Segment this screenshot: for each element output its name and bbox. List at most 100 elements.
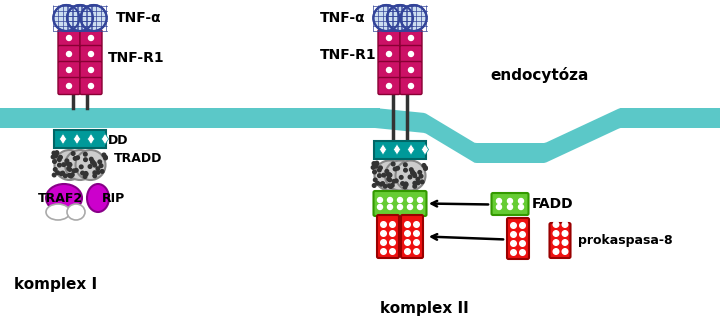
Circle shape	[410, 170, 414, 174]
Circle shape	[55, 150, 84, 180]
Circle shape	[553, 240, 559, 245]
Circle shape	[51, 155, 55, 159]
Circle shape	[518, 204, 523, 210]
Circle shape	[520, 223, 526, 228]
Circle shape	[405, 222, 410, 227]
Circle shape	[388, 178, 392, 182]
Circle shape	[65, 159, 68, 163]
Circle shape	[384, 184, 387, 188]
Circle shape	[374, 178, 377, 182]
Circle shape	[67, 167, 71, 170]
Circle shape	[79, 165, 83, 169]
FancyBboxPatch shape	[54, 130, 106, 148]
Circle shape	[422, 164, 426, 167]
Circle shape	[401, 182, 405, 185]
Circle shape	[413, 181, 417, 185]
Circle shape	[400, 176, 403, 179]
Circle shape	[89, 36, 94, 40]
Circle shape	[520, 241, 526, 246]
Circle shape	[497, 199, 502, 203]
Circle shape	[405, 231, 410, 236]
Circle shape	[390, 231, 395, 236]
Polygon shape	[60, 133, 66, 145]
FancyBboxPatch shape	[400, 62, 422, 78]
Circle shape	[71, 173, 74, 177]
Circle shape	[414, 249, 419, 254]
Circle shape	[63, 174, 67, 178]
Circle shape	[372, 166, 375, 169]
Circle shape	[411, 171, 415, 175]
Circle shape	[102, 153, 106, 157]
Circle shape	[388, 173, 392, 177]
Circle shape	[381, 231, 387, 236]
FancyBboxPatch shape	[378, 29, 400, 47]
Polygon shape	[379, 144, 387, 155]
Circle shape	[66, 84, 71, 88]
FancyBboxPatch shape	[400, 29, 422, 47]
Circle shape	[562, 249, 568, 254]
Circle shape	[397, 204, 402, 210]
Circle shape	[58, 158, 61, 161]
Text: FADD: FADD	[532, 198, 574, 212]
Circle shape	[416, 181, 420, 185]
Circle shape	[91, 160, 94, 163]
Circle shape	[66, 67, 71, 73]
Circle shape	[416, 177, 420, 181]
Circle shape	[418, 198, 423, 202]
Circle shape	[385, 169, 389, 173]
Text: komplex I: komplex I	[14, 277, 97, 293]
Circle shape	[381, 240, 387, 245]
Circle shape	[89, 52, 94, 56]
Circle shape	[374, 164, 378, 168]
Circle shape	[372, 184, 376, 187]
Circle shape	[510, 223, 516, 228]
Circle shape	[89, 84, 94, 88]
Circle shape	[424, 167, 428, 170]
Circle shape	[403, 185, 407, 189]
Circle shape	[84, 172, 88, 175]
Circle shape	[397, 198, 402, 202]
Circle shape	[408, 52, 413, 56]
Circle shape	[387, 198, 392, 202]
Circle shape	[405, 183, 408, 187]
Circle shape	[395, 160, 426, 191]
Circle shape	[390, 240, 395, 245]
Circle shape	[76, 156, 79, 159]
Circle shape	[68, 168, 71, 171]
Circle shape	[93, 163, 96, 167]
Circle shape	[387, 173, 390, 176]
Circle shape	[400, 5, 427, 31]
Circle shape	[104, 155, 107, 159]
Circle shape	[68, 173, 71, 177]
Circle shape	[84, 153, 87, 156]
Circle shape	[100, 169, 104, 173]
Circle shape	[389, 185, 392, 189]
Circle shape	[418, 170, 421, 174]
Circle shape	[65, 150, 95, 180]
Circle shape	[413, 172, 416, 176]
Circle shape	[377, 168, 381, 172]
Circle shape	[374, 162, 378, 166]
Circle shape	[91, 161, 94, 164]
Circle shape	[388, 173, 392, 177]
Circle shape	[381, 182, 384, 185]
Circle shape	[387, 173, 391, 177]
Circle shape	[377, 204, 382, 210]
Circle shape	[377, 198, 382, 202]
FancyBboxPatch shape	[58, 29, 80, 47]
Circle shape	[518, 199, 523, 203]
FancyBboxPatch shape	[80, 29, 102, 47]
Circle shape	[96, 167, 99, 170]
Text: prokaspasa-8: prokaspasa-8	[578, 234, 672, 247]
Ellipse shape	[67, 204, 85, 220]
Circle shape	[408, 67, 413, 73]
Circle shape	[390, 222, 395, 227]
FancyBboxPatch shape	[378, 45, 400, 63]
FancyBboxPatch shape	[80, 62, 102, 78]
Ellipse shape	[46, 204, 70, 220]
Circle shape	[403, 163, 407, 167]
Circle shape	[53, 5, 79, 31]
Circle shape	[93, 171, 96, 175]
Circle shape	[56, 171, 60, 175]
Circle shape	[553, 231, 559, 236]
